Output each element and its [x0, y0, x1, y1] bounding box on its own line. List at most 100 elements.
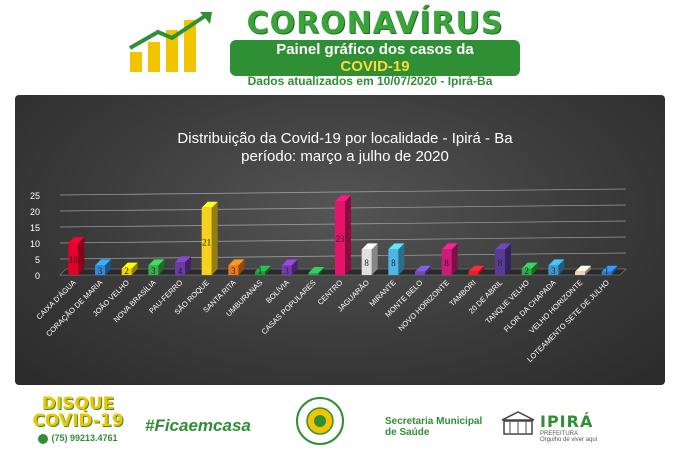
- bar: 3: [548, 259, 565, 276]
- header: CORONAVÍRUS Painel gráfico dos casos da …: [0, 0, 680, 92]
- bar: 8: [495, 243, 511, 275]
- bar-front: [601, 271, 612, 275]
- y-tick-label: 0: [35, 271, 40, 281]
- data-label: 4: [178, 266, 183, 276]
- bar-top: [468, 265, 485, 272]
- bar-top: [175, 256, 191, 263]
- data-label: 8: [444, 258, 449, 268]
- growth-chart-icon: [129, 12, 212, 72]
- y-tick-label: 10: [30, 239, 40, 249]
- bar-top: [148, 259, 165, 266]
- bar: 3: [95, 259, 111, 276]
- bar-front: [441, 249, 452, 275]
- bar-front: [361, 249, 372, 275]
- ipira-logo-text: IPIRÁ: [540, 412, 594, 431]
- data-label: 21: [202, 237, 211, 247]
- chart-panel: Distribuição da Covid-19 por localidade …: [15, 95, 665, 385]
- bar-front: [388, 249, 399, 275]
- bar-side: [585, 265, 591, 275]
- bar-side: [105, 259, 111, 275]
- bar: 2: [121, 262, 138, 276]
- bar-side: [158, 259, 165, 275]
- y-tick-label: 20: [30, 207, 40, 217]
- ipira-sub2: Orgulho de viver aqui: [540, 437, 598, 443]
- bar: 3: [281, 259, 298, 276]
- committee-seal-icon: [296, 397, 344, 445]
- data-label: 3: [231, 266, 236, 276]
- x-tick-label: BOLÍVIA: [264, 278, 291, 305]
- bar: [308, 267, 325, 275]
- bar: 3: [228, 259, 245, 276]
- bar: 4: [175, 256, 191, 276]
- bar-top: [68, 237, 85, 243]
- bar-front: [415, 271, 425, 275]
- x-tick-label: NOVO HORIZONTE: [396, 278, 451, 333]
- data-label: 3: [284, 266, 289, 276]
- bar-side: [318, 267, 325, 275]
- bar-side: [531, 262, 538, 275]
- subtitle-box: Painel gráfico dos casos da COVID-19: [230, 40, 520, 76]
- y-tick-label: 5: [35, 255, 40, 265]
- bar: 21: [201, 201, 218, 275]
- bar-side: [611, 265, 618, 275]
- phone-text: (75) 99213.4761: [51, 433, 118, 443]
- data-label: 23: [336, 234, 346, 244]
- bar-side: [478, 265, 485, 275]
- bar: 8: [388, 243, 405, 275]
- bar-top: [95, 259, 111, 266]
- bar-top: [495, 243, 511, 250]
- bar-top: [521, 262, 538, 269]
- chart-title-line1: Distribuição da Covid-19 por localidade …: [177, 130, 513, 147]
- secretaria-line2: de Saúde: [385, 427, 430, 438]
- bar: [575, 265, 591, 275]
- data-label: 8: [364, 258, 369, 268]
- bar-front: [255, 271, 265, 275]
- updated-date: Dados atualizados em 10/07/2020 - Ipirá-…: [247, 74, 493, 88]
- bar-front: [95, 265, 105, 275]
- data-label: 8: [391, 258, 396, 268]
- gridline: [59, 188, 627, 196]
- bar-side: [78, 237, 85, 275]
- secretaria-saude: Secretaria Municipal de Saúde: [385, 416, 482, 438]
- bar-side: [185, 256, 191, 275]
- hashtag: #Ficaemcasa: [145, 416, 251, 435]
- bar-side: [131, 262, 138, 275]
- brand-title: CORONAVÍRUS: [246, 6, 504, 41]
- bar: 1: [255, 265, 271, 276]
- ipira-sub1: PREFEITURA: [540, 431, 579, 437]
- data-label: 3: [551, 266, 556, 276]
- bar-side: [425, 265, 431, 275]
- bar-side: [451, 243, 458, 275]
- bar: 23: [335, 195, 351, 275]
- bar-top: [548, 259, 565, 266]
- bar-front: [201, 207, 212, 275]
- y-tick-label: 25: [30, 191, 40, 201]
- subtitle-line2: COVID-19: [340, 58, 410, 75]
- disque-line2: COVID-19: [32, 411, 124, 431]
- bar-front: [548, 265, 559, 275]
- ipira-logo: IPIRÁ PREFEITURA Orgulho de viver aqui: [540, 412, 597, 443]
- data-label: 8: [498, 258, 503, 268]
- data-label: 1: [258, 266, 263, 276]
- bar: [415, 265, 431, 275]
- bar-top: [201, 201, 218, 208]
- bar: 8: [441, 243, 458, 275]
- data-label: 1: [604, 266, 609, 276]
- bar-top: [121, 262, 138, 269]
- bar: 8: [361, 243, 378, 275]
- city-hall-icon: [501, 411, 535, 435]
- bar-top: [388, 243, 405, 250]
- data-label: 2: [124, 266, 128, 276]
- secretaria-line1: Secretaria Municipal: [385, 416, 483, 427]
- bar-top: [281, 259, 298, 266]
- bar-side: [291, 259, 298, 275]
- bar-top: [601, 265, 618, 272]
- bar-side: [371, 243, 378, 275]
- bar-side: [505, 243, 511, 275]
- bar-top: [361, 243, 378, 250]
- bar-front: [148, 265, 159, 275]
- bar-side: [265, 265, 271, 275]
- data-label: 10: [69, 255, 79, 265]
